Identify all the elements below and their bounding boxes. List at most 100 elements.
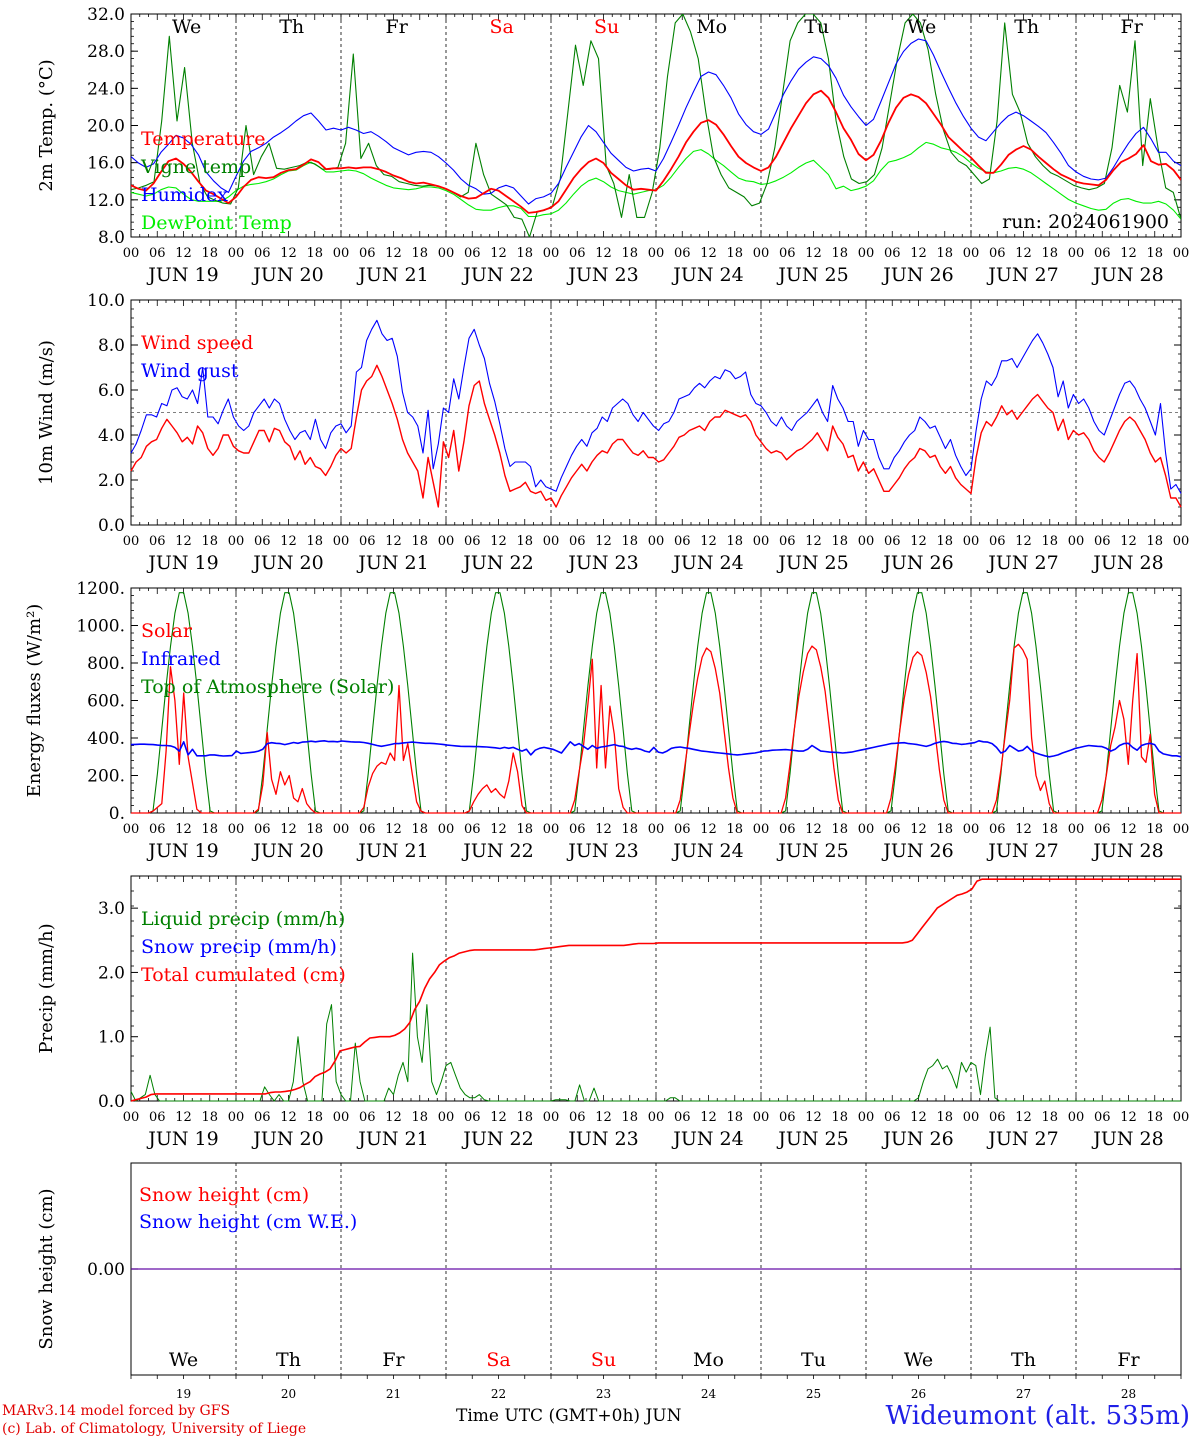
legend-entry: Humidex	[141, 184, 228, 206]
day-label: JUN 26	[881, 1128, 953, 1150]
day-name: We	[907, 16, 936, 38]
y-tick-label: 0.0	[98, 516, 125, 536]
y-tick-label: 0.	[109, 804, 125, 824]
hour-label: 06	[254, 534, 271, 549]
hour-label: 06	[884, 822, 901, 837]
hour-label: 12	[1120, 1110, 1137, 1125]
legend-entry: Top of Atmosphere (Solar)	[141, 676, 394, 698]
hour-label: 06	[1094, 822, 1111, 837]
day-label: JUN 26	[881, 264, 953, 286]
hour-label: 06	[569, 1110, 586, 1125]
hour-label: 00	[438, 1110, 455, 1125]
humidex-line	[131, 38, 1181, 205]
day-number: 23	[596, 1387, 611, 1401]
day-number: 26	[911, 1387, 926, 1401]
hour-label: 18	[936, 822, 953, 837]
legend-entry: DewPoint Temp	[141, 212, 292, 234]
day-name: Mo	[696, 16, 727, 38]
day-label: JUN 21	[356, 1128, 428, 1150]
hour-label: 00	[438, 534, 455, 549]
day-label: JUN 22	[461, 840, 533, 862]
day-name: Fr	[1117, 1349, 1140, 1371]
hour-label: 12	[490, 822, 507, 837]
day-label: JUN 22	[461, 552, 533, 574]
cumulated-precip-line	[130, 878, 1181, 1102]
hour-label: 18	[411, 822, 428, 837]
liquid-precip-line	[130, 952, 1181, 1102]
hour-label: 18	[621, 1110, 638, 1125]
day-label: JUN 24	[671, 552, 743, 574]
hour-label: 12	[1015, 534, 1032, 549]
y-tick-label: 2.0	[98, 471, 125, 491]
infrared-line	[130, 740, 1182, 758]
legend-entry: Solar	[141, 620, 193, 642]
hour-label: 12	[805, 246, 822, 261]
hour-label: 00	[753, 1110, 770, 1125]
hour-label: 18	[1146, 1110, 1163, 1125]
legend-entry: Snow height (cm)	[139, 1184, 309, 1206]
legend-entry: Infrared	[141, 648, 221, 670]
hour-label: 18	[726, 246, 743, 261]
day-number: 20	[281, 1387, 296, 1401]
day-label: JUN 21	[356, 552, 428, 574]
y-tick-label: 6.0	[98, 381, 125, 401]
hour-label: 06	[884, 1110, 901, 1125]
day-label: JUN 20	[251, 264, 323, 286]
day-label: JUN 25	[776, 264, 848, 286]
hour-label: 18	[1146, 246, 1163, 261]
day-number: 28	[1121, 1387, 1136, 1401]
hour-label: 12	[595, 534, 612, 549]
hour-label: 06	[989, 246, 1006, 261]
hour-label: 18	[306, 246, 323, 261]
hour-label: 00	[1068, 1110, 1085, 1125]
hour-label: 18	[831, 822, 848, 837]
legend-entry: Liquid precip (mm/h)	[141, 908, 345, 930]
hour-label: 00	[438, 822, 455, 837]
hour-label: 18	[201, 822, 218, 837]
hour-label: 00	[333, 246, 350, 261]
hour-label: 00	[1068, 822, 1085, 837]
day-name: Fr	[382, 1349, 405, 1371]
day-label: JUN 23	[566, 1128, 638, 1150]
hour-label: 06	[569, 246, 586, 261]
day-label: JUN 21	[356, 264, 428, 286]
y-tick-label: 28.0	[87, 42, 125, 62]
hour-label: 00	[648, 534, 665, 549]
day-name: We	[904, 1349, 933, 1371]
hour-label: 12	[280, 534, 297, 549]
legend-entry: Vigne temp	[140, 156, 251, 178]
y-tick-label: 20.0	[87, 117, 125, 137]
hour-label: 06	[1094, 1110, 1111, 1125]
day-name: Fr	[1121, 16, 1144, 38]
hour-label: 18	[831, 1110, 848, 1125]
hour-label: 00	[543, 534, 560, 549]
solar-line	[131, 643, 1181, 814]
day-label: JUN 28	[1091, 1128, 1163, 1150]
hour-label: 12	[910, 1110, 927, 1125]
hour-label: 12	[175, 822, 192, 837]
y-axis-label: Snow height (cm)	[36, 1188, 57, 1349]
time-axis-label: Time UTC (GMT+0h) JUN	[456, 1406, 682, 1426]
day-name: Th	[276, 1349, 301, 1371]
hour-label: 00	[123, 822, 140, 837]
hour-label: 00	[333, 534, 350, 549]
hour-label: 18	[831, 246, 848, 261]
day-label: JUN 24	[671, 840, 743, 862]
panel-4: 00 06 12 18 JUN 19 00 06 12 18 JUN 20 00 06 12 18 JUN …	[36, 875, 1189, 1150]
day-label: JUN 23	[566, 264, 638, 286]
hour-label: 12	[595, 1110, 612, 1125]
y-tick-label: 0.00	[87, 1260, 125, 1280]
hour-label: 12	[280, 246, 297, 261]
hour-label: 18	[936, 534, 953, 549]
hour-label: 00	[123, 1110, 140, 1125]
legend-entry: Wind speed	[141, 332, 253, 354]
hour-label: 18	[936, 246, 953, 261]
hour-label: 06	[149, 1110, 166, 1125]
hour-label: 06	[464, 1110, 481, 1125]
hour-label: 12	[280, 822, 297, 837]
hour-label: 00	[963, 534, 980, 549]
hour-label: 12	[385, 822, 402, 837]
hour-label: 12	[1015, 246, 1032, 261]
station-name: Wideumont (alt. 535m)	[885, 1401, 1190, 1431]
hour-label: 00	[543, 1110, 560, 1125]
